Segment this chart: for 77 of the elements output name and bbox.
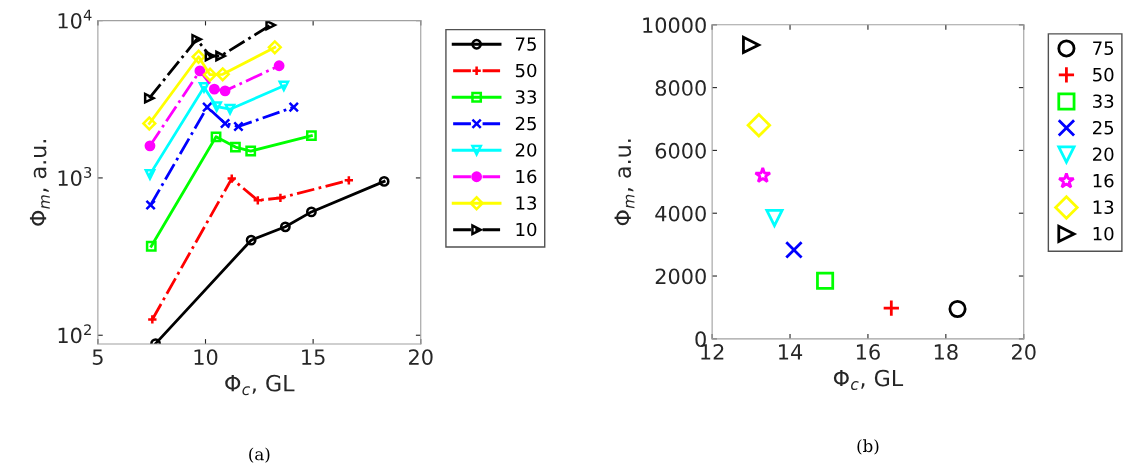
point: [210, 131, 222, 143]
point: [305, 206, 317, 218]
legend-label: 50: [1093, 67, 1114, 82]
point: [198, 81, 210, 93]
point: [142, 116, 157, 131]
legend-label: 50: [515, 63, 537, 78]
y-tick-label: 10000: [643, 17, 706, 34]
point: [305, 130, 317, 142]
point: [265, 20, 277, 31]
x-tick-label: 20: [409, 349, 433, 365]
text: (b): [857, 439, 879, 455]
legend-label: 13: [516, 196, 537, 210]
legend-label: 25: [515, 116, 536, 131]
point: [245, 145, 257, 157]
legend-label: 33: [1093, 94, 1114, 109]
legend-label: 13: [1093, 200, 1114, 215]
point: [746, 113, 772, 138]
legend-label: 16: [1093, 173, 1114, 188]
point: [191, 49, 206, 64]
point: [215, 67, 230, 82]
point: [194, 65, 206, 77]
legend-label: 75: [1093, 41, 1114, 56]
point: [948, 299, 967, 319]
y-tick-label: 10$^{2}$: [58, 324, 91, 344]
x-tick-label: 16: [856, 344, 880, 360]
y-tick-label: 2000: [655, 268, 706, 285]
legend-label: 75: [516, 37, 536, 51]
point: [230, 141, 241, 153]
x-tick-label: 10: [194, 349, 218, 365]
x-tick-label: 18: [934, 344, 958, 360]
x-tick-label: 15: [302, 349, 325, 365]
point: [201, 101, 213, 113]
x-axis-title: Φ$_{c}$, GL: [833, 369, 904, 390]
point: [288, 101, 300, 113]
y-tick-label: 10$^{4}$: [58, 9, 92, 29]
point: [233, 121, 244, 132]
point: [882, 299, 901, 318]
legend-label: 10: [516, 222, 537, 237]
point: [278, 80, 290, 92]
point: [224, 103, 236, 115]
point: [273, 60, 285, 72]
point: [378, 176, 390, 187]
point: [219, 118, 231, 129]
point: [219, 85, 231, 97]
y-tick-label: 4000: [655, 205, 706, 222]
point: [784, 240, 803, 259]
point: [191, 33, 203, 45]
point: [211, 101, 223, 113]
x-axis-title: Φ$_{c}$, GL: [225, 374, 295, 396]
point: [816, 271, 835, 290]
point: [208, 83, 220, 95]
text: (a): [249, 447, 270, 463]
point: [145, 240, 157, 252]
y-tick-label: 8000: [655, 80, 706, 96]
legend-label: 20: [515, 143, 537, 157]
legend-label: 20: [1093, 147, 1114, 162]
legend-label: 10: [1093, 226, 1114, 241]
point: [144, 140, 156, 152]
x-tick-label: 5: [92, 349, 103, 365]
point: [742, 35, 761, 54]
legend-label: 33: [515, 90, 537, 104]
point: [204, 50, 216, 62]
point: [245, 234, 257, 246]
point: [202, 67, 218, 82]
legend-label: 25: [1093, 120, 1114, 135]
y-axis-title: Φ$_{m}$, a.u.: [29, 140, 50, 226]
point: [279, 221, 291, 233]
y-tick-label: 10$^{3}$: [58, 166, 92, 186]
x-tick-label: 14: [779, 344, 803, 360]
point: [145, 199, 157, 211]
point: [765, 208, 784, 227]
x-tick-label: 20: [1012, 344, 1036, 360]
legend-label: 16: [516, 169, 537, 184]
point: [267, 40, 282, 55]
y-axis-title: Φ$_{m}$, a.u.: [614, 139, 635, 226]
point: [754, 166, 772, 184]
y-tick-label: 6000: [655, 142, 706, 159]
